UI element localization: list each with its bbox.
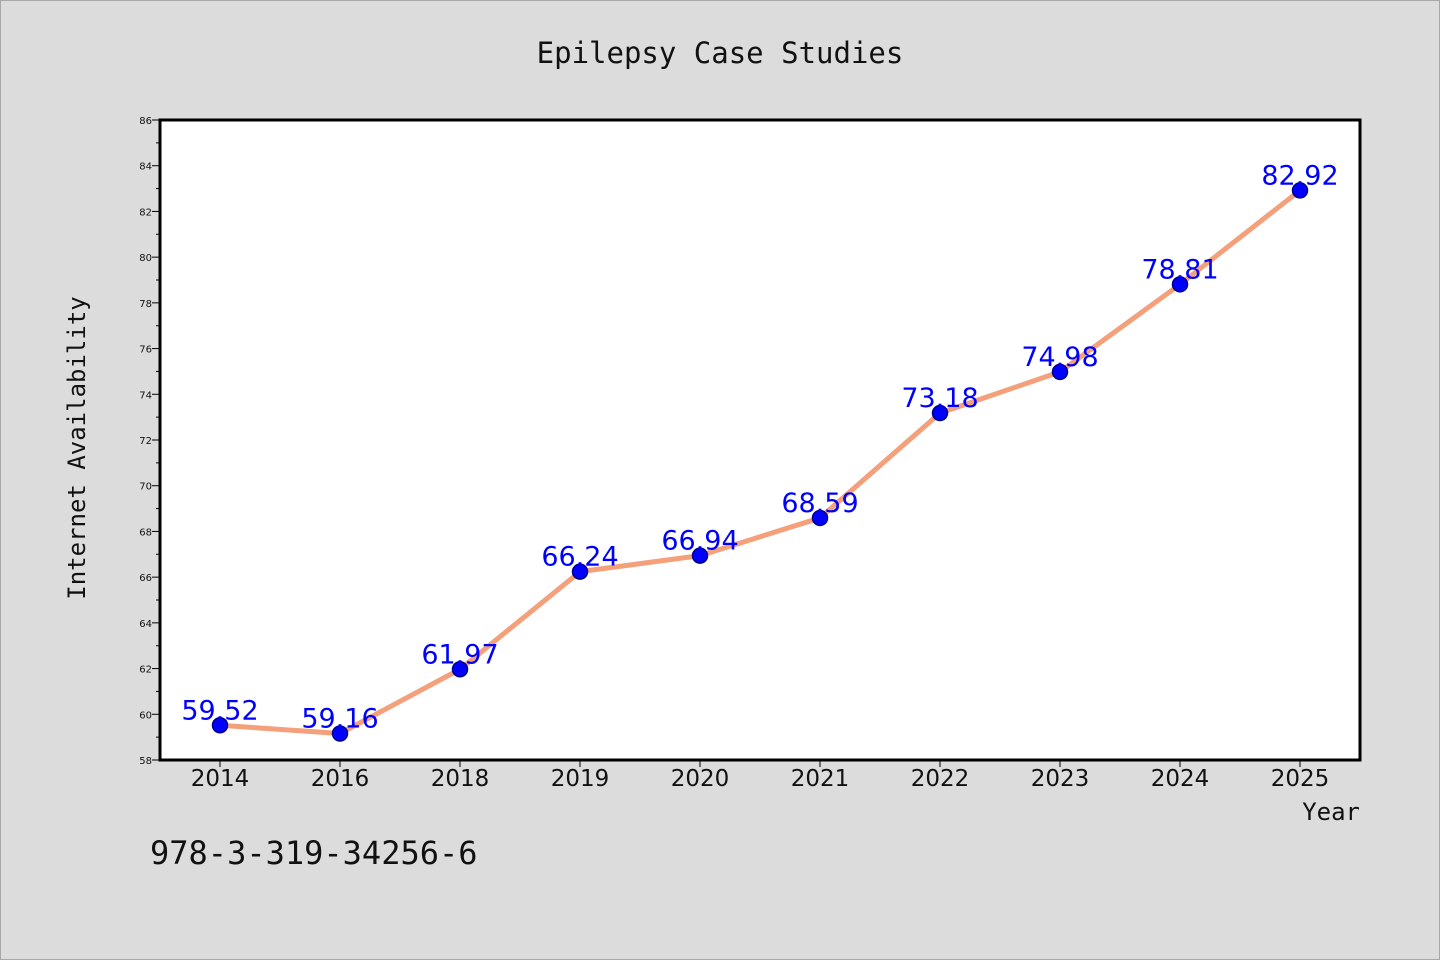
data-point (811, 509, 829, 527)
data-label: 78.81 (1141, 254, 1218, 285)
x-tick-label: 2021 (791, 766, 850, 792)
y-tick-label: 80 (139, 253, 152, 264)
data-point (571, 563, 589, 580)
y-tick-label: 86 (139, 116, 152, 127)
x-tick-label: 2014 (191, 766, 250, 792)
isbn-annotation: 978-3-319-34256-6 (150, 834, 478, 872)
x-tick-label: 2020 (671, 766, 730, 792)
data-label: 66.94 (661, 526, 738, 557)
data-label: 82.92 (1261, 160, 1338, 191)
y-tick-label: 68 (139, 527, 152, 538)
data-point (211, 717, 229, 734)
plot-area (158, 118, 1362, 762)
data-label: 66.24 (541, 542, 618, 573)
y-axis-label: Internet Availability (63, 296, 91, 599)
x-axis: 2014 2016 2018 2019 2020 2021 2022 2023 2024 2025 (191, 760, 1330, 792)
y-tick-label: 82 (139, 207, 152, 218)
x-tick-label: 2023 (1031, 766, 1090, 792)
data-point (1291, 182, 1309, 199)
data-label: 73.18 (901, 383, 978, 414)
x-tick-label: 2024 (1151, 766, 1210, 792)
series-line (217, 187, 1303, 736)
y-tick-label: 64 (139, 619, 152, 630)
data-point (1051, 363, 1069, 381)
data-label: 74.98 (1021, 342, 1098, 373)
y-tick-label: 78 (139, 299, 152, 310)
y-tick-label: 66 (139, 573, 152, 584)
y-tick-label: 76 (139, 345, 152, 356)
y-tick-label: 74 (139, 390, 152, 401)
data-point (331, 725, 349, 742)
data-label: 59.16 (301, 703, 378, 734)
y-tick-label: 72 (139, 436, 152, 447)
chart-title: Epilepsy Case Studies (537, 36, 904, 70)
data-point (931, 404, 949, 422)
data-label: 59.52 (181, 695, 258, 726)
data-label: 68.59 (781, 488, 858, 519)
y-tick-label: 62 (139, 665, 152, 676)
y-tick-label: 70 (139, 482, 152, 493)
x-axis-label: Year (1302, 798, 1360, 826)
series: 59.52 59.16 61.97 66.24 66.94 68.59 73.18 74.98… (181, 160, 1339, 742)
x-tick-label: 2022 (911, 766, 970, 792)
x-tick-label: 2018 (431, 766, 490, 792)
y-axis: 58 60 62 64 66 68 70 72 74 76 78 80 82 84 86 (139, 116, 160, 767)
data-point (451, 661, 469, 678)
x-tick-label: 2025 (1271, 766, 1330, 792)
data-point (691, 547, 709, 564)
data-label: 61.97 (421, 639, 498, 670)
y-tick-label: 58 (139, 756, 152, 767)
x-tick-label: 2019 (551, 766, 610, 792)
data-point (1171, 276, 1189, 293)
x-tick-label: 2016 (311, 766, 370, 792)
y-tick-label: 84 (139, 162, 152, 173)
y-tick-label: 60 (139, 710, 152, 721)
